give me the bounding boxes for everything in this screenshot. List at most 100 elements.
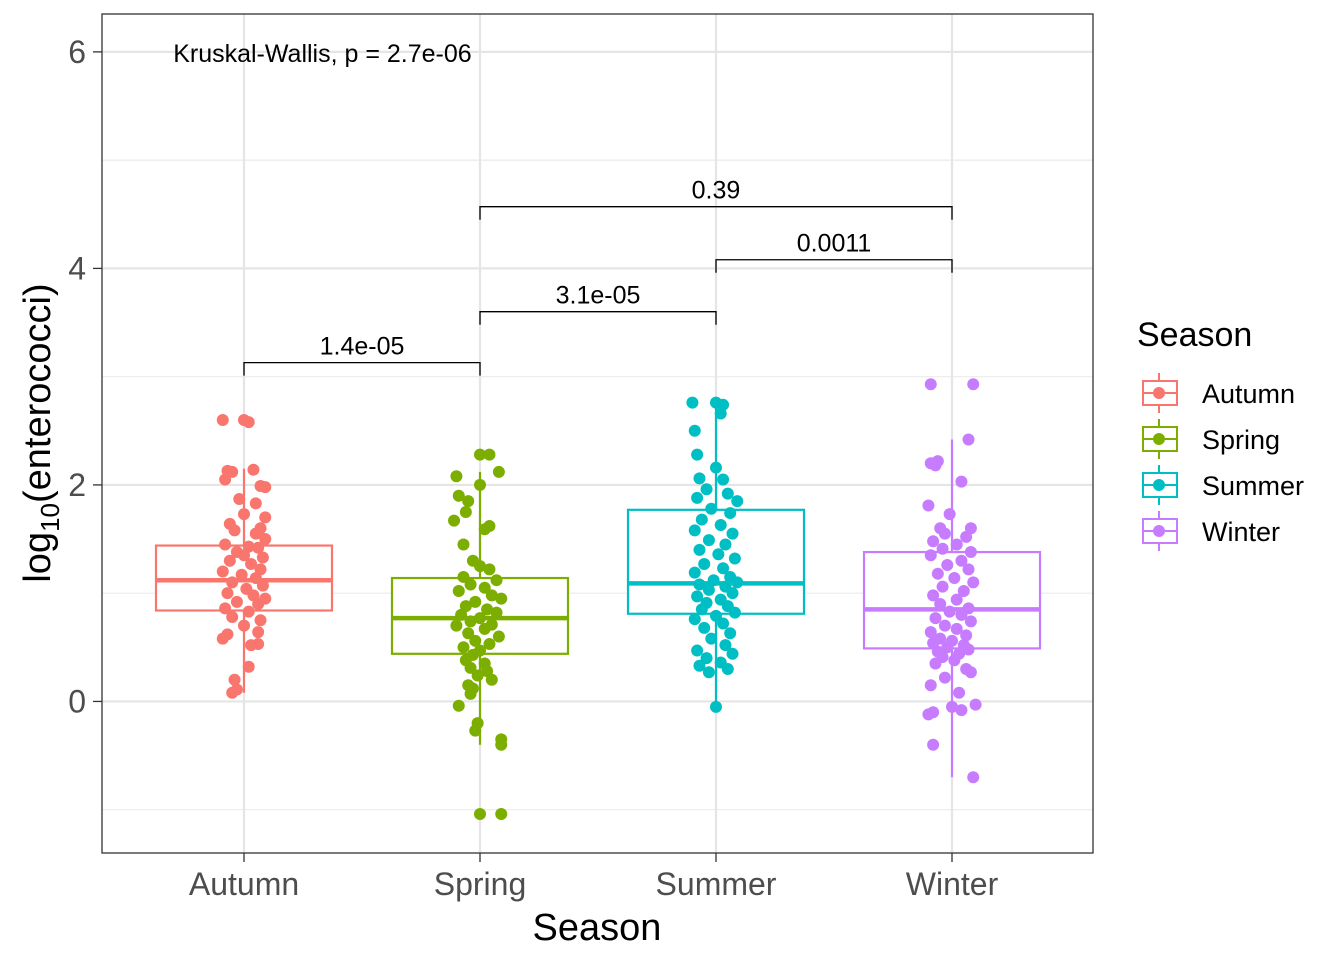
data-point-autumn bbox=[235, 568, 248, 581]
data-point-summer bbox=[724, 507, 737, 520]
data-point-autumn bbox=[216, 565, 229, 578]
data-point-winter bbox=[964, 615, 977, 628]
data-point-winter bbox=[962, 563, 975, 576]
data-point-autumn bbox=[242, 660, 255, 673]
data-point-winter bbox=[941, 559, 954, 572]
data-point-spring bbox=[450, 470, 463, 483]
data-point-autumn bbox=[252, 541, 265, 554]
data-point-summer bbox=[717, 617, 730, 630]
data-point-autumn bbox=[256, 579, 269, 592]
data-point-autumn bbox=[228, 673, 241, 686]
y-axis-title-subscript: 10 bbox=[35, 503, 65, 532]
bracket-line bbox=[715, 259, 953, 273]
data-point-summer bbox=[695, 513, 708, 526]
data-point-spring bbox=[478, 523, 491, 536]
data-point-autumn bbox=[238, 508, 250, 521]
data-point-summer bbox=[719, 639, 732, 652]
bracket-autumn-spring: 1.4e-05 bbox=[243, 333, 481, 376]
data-point-spring bbox=[474, 560, 486, 573]
data-point-summer bbox=[719, 538, 732, 551]
data-point-spring bbox=[485, 673, 498, 686]
data-point-summer bbox=[693, 472, 706, 485]
data-point-spring bbox=[462, 627, 475, 640]
data-point-summer bbox=[691, 590, 704, 603]
data-point-winter bbox=[962, 433, 975, 446]
data-point-winter bbox=[938, 619, 951, 632]
data-point-winter bbox=[964, 666, 977, 679]
data-point-spring bbox=[481, 603, 494, 616]
data-point-autumn bbox=[259, 481, 272, 494]
x-axis-title: Season bbox=[533, 907, 662, 949]
data-point-summer bbox=[710, 461, 722, 474]
data-point-winter bbox=[927, 589, 940, 602]
data-point-summer bbox=[693, 543, 706, 556]
data-point-winter bbox=[960, 629, 973, 642]
data-point-spring bbox=[478, 622, 491, 635]
data-point-spring bbox=[495, 738, 508, 751]
data-point-spring bbox=[490, 574, 503, 587]
data-point-winter bbox=[938, 671, 951, 684]
data-point-summer bbox=[714, 407, 727, 420]
data-point-autumn bbox=[230, 595, 243, 608]
data-point-spring bbox=[474, 808, 486, 821]
data-point-autumn bbox=[245, 639, 258, 652]
legend-key-point bbox=[1153, 525, 1165, 537]
data-point-summer bbox=[695, 603, 708, 616]
data-point-summer bbox=[712, 548, 725, 561]
data-point-autumn bbox=[249, 527, 262, 540]
data-point-autumn bbox=[242, 605, 255, 618]
bracket-summer-winter: 0.0011 bbox=[715, 230, 953, 273]
data-point-spring bbox=[452, 585, 465, 598]
data-point-winter bbox=[955, 704, 968, 717]
data-point-autumn bbox=[247, 463, 260, 476]
data-point-winter bbox=[922, 499, 935, 512]
x-tick-label: Autumn bbox=[189, 866, 299, 902]
data-point-spring bbox=[469, 634, 482, 647]
bracket-line bbox=[479, 206, 953, 220]
data-point-spring bbox=[478, 581, 491, 594]
data-point-autumn bbox=[233, 492, 246, 505]
data-point-spring bbox=[485, 589, 498, 602]
data-point-summer bbox=[717, 473, 730, 486]
data-point-winter bbox=[950, 622, 963, 635]
data-point-autumn bbox=[252, 626, 265, 639]
data-point-summer bbox=[688, 613, 701, 626]
data-point-summer bbox=[698, 621, 711, 634]
data-point-spring bbox=[455, 608, 468, 621]
data-point-autumn bbox=[238, 619, 250, 632]
data-point-winter bbox=[941, 641, 954, 654]
comparison-brackets: 1.4e-05 3.1e-05 0.0011 0.39 bbox=[243, 177, 953, 376]
data-point-summer bbox=[691, 491, 704, 504]
data-point-winter bbox=[955, 554, 968, 567]
data-point-winter bbox=[948, 572, 961, 585]
legend-key-point bbox=[1153, 433, 1165, 445]
y-axis: 0 2 4 6 bbox=[68, 34, 102, 719]
data-point-spring bbox=[452, 489, 465, 502]
data-point-summer bbox=[728, 552, 741, 565]
data-point-winter bbox=[929, 459, 942, 472]
data-point-autumn bbox=[254, 614, 267, 627]
data-point-winter bbox=[931, 567, 944, 580]
data-point-autumn bbox=[223, 554, 236, 567]
x-axis: Autumn Spring Summer Winter bbox=[189, 853, 999, 902]
data-point-autumn bbox=[252, 598, 265, 611]
x-tick-label: Summer bbox=[656, 866, 777, 902]
bracket-line bbox=[479, 311, 717, 325]
data-point-winter bbox=[953, 686, 966, 699]
data-point-winter bbox=[934, 598, 947, 611]
data-point-autumn bbox=[221, 587, 234, 600]
data-point-spring bbox=[495, 592, 508, 605]
data-point-autumn bbox=[226, 576, 239, 589]
data-point-spring bbox=[464, 578, 477, 591]
data-point-winter bbox=[955, 475, 968, 488]
data-point-autumn bbox=[259, 533, 272, 546]
x-tick-label: Winter bbox=[906, 866, 999, 902]
y-tick-label: 6 bbox=[68, 34, 86, 70]
data-point-spring bbox=[457, 538, 470, 551]
p-value-label: 0.39 bbox=[692, 177, 741, 205]
data-point-winter bbox=[938, 527, 951, 540]
data-point-autumn bbox=[226, 610, 239, 623]
data-point-winter bbox=[936, 542, 949, 555]
data-point-spring bbox=[474, 448, 486, 461]
